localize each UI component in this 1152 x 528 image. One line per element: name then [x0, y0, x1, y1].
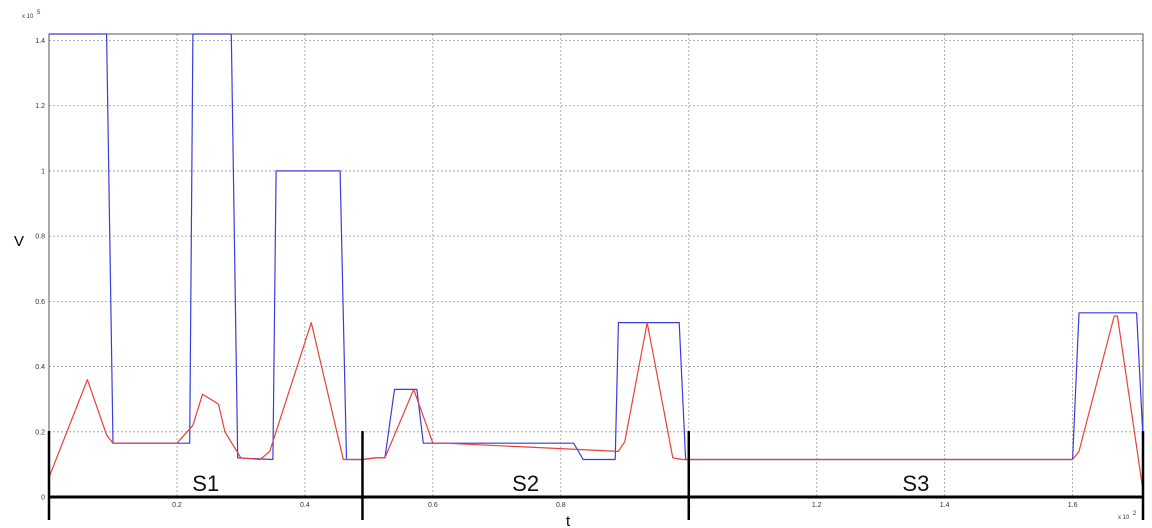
x-tick-label: 0.2 — [172, 502, 182, 509]
y-tick-label: 0.6 — [35, 299, 45, 306]
y-tick-label: 1.4 — [35, 38, 45, 45]
y-tick-label: 1.2 — [35, 103, 45, 110]
y-tick-label: 0.2 — [35, 429, 45, 436]
y-tick-label: 0.8 — [35, 234, 45, 241]
x-tick-label: 0.4 — [300, 502, 310, 509]
y-multiplier: x 10 — [22, 14, 34, 20]
series-line-2 — [48, 315, 1144, 491]
x-tick-label: 1.2 — [812, 502, 822, 509]
y-axis-label: V — [14, 233, 24, 250]
segment-axis: S1 S2 S3 — [47, 431, 1145, 520]
x-multiplier-exp: 2 — [1133, 511, 1137, 517]
x-multiplier: x 10 — [1118, 515, 1130, 521]
y-multiplier-exp: 5 — [37, 10, 41, 16]
series-layer — [48, 33, 1144, 491]
x-tick-label: 0.8 — [556, 502, 566, 509]
segment-label: S3 — [902, 471, 929, 496]
segment-label: S1 — [192, 471, 219, 496]
y-tick-label: 0 — [41, 495, 45, 502]
y-tick-label: 1 — [41, 168, 45, 175]
x-tick-label: 1.6 — [1068, 502, 1078, 509]
segment-label: S2 — [512, 471, 539, 496]
x-axis-label: t — [566, 513, 571, 528]
x-tick-label: 1.4 — [940, 502, 950, 509]
tick-labels: 0.20.40.60.811.21.41.600.20.40.60.811.21… — [35, 38, 1077, 509]
grid — [49, 34, 1143, 497]
y-tick-label: 0.4 — [35, 364, 45, 371]
x-tick-label: 0.6 — [428, 502, 438, 509]
